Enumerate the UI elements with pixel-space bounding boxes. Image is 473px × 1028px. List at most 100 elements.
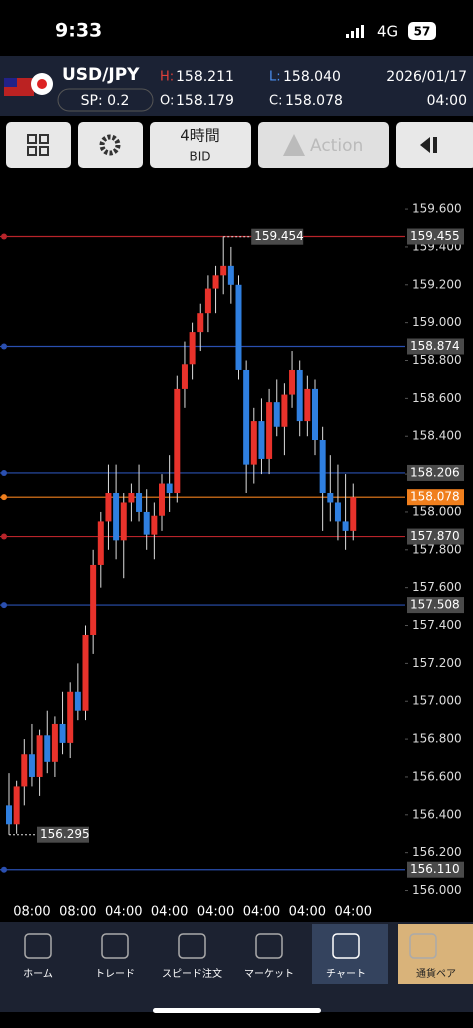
settings-button[interactable] bbox=[78, 122, 143, 168]
nav-icon bbox=[24, 933, 52, 959]
action-button[interactable] bbox=[258, 122, 389, 168]
battery-level: 57 bbox=[414, 25, 431, 39]
price-dot bbox=[1, 469, 7, 476]
candle-body bbox=[350, 497, 357, 531]
low-label: L: bbox=[269, 70, 281, 85]
sp-box bbox=[57, 88, 154, 112]
price-label: 158.078 bbox=[410, 490, 460, 504]
collapse-icon bbox=[420, 137, 437, 153]
nav-label[interactable]: ホーム bbox=[23, 968, 53, 980]
action-label: Action bbox=[310, 136, 363, 156]
candle-body bbox=[174, 388, 181, 494]
candle-body bbox=[181, 364, 188, 389]
price-dot bbox=[1, 233, 7, 240]
action-icon bbox=[283, 134, 305, 156]
x-tick-label: 04:00 bbox=[335, 905, 372, 920]
nav-icon bbox=[332, 933, 360, 959]
y-tick-label: 157.200 bbox=[412, 656, 462, 670]
x-tick-label: 08:00 bbox=[13, 905, 50, 920]
timeframe-button[interactable] bbox=[150, 122, 251, 168]
candle-body bbox=[21, 754, 28, 787]
nav-icon bbox=[409, 933, 437, 959]
price-dot bbox=[1, 866, 7, 873]
price-dot bbox=[1, 533, 7, 540]
spread: SP: 0.2 bbox=[81, 93, 130, 109]
open-label: O: bbox=[160, 94, 174, 109]
price-label: 158.874 bbox=[410, 339, 460, 353]
x-tick-label: 08:00 bbox=[59, 905, 96, 920]
x-tick-label: 04:00 bbox=[105, 905, 142, 920]
battery bbox=[408, 22, 436, 40]
candle-body bbox=[258, 421, 265, 459]
candle-body bbox=[67, 691, 74, 743]
candle-body bbox=[143, 511, 150, 535]
price-box bbox=[407, 338, 464, 355]
pair[interactable]: USD/JPY bbox=[62, 65, 140, 85]
bottom-nav bbox=[0, 922, 473, 1012]
network: 4G bbox=[377, 23, 398, 41]
y-tick-label: 156.000 bbox=[412, 883, 462, 897]
candle-body bbox=[36, 735, 43, 777]
x-tick-label: 04:00 bbox=[243, 905, 280, 920]
y-tick-label: 157.800 bbox=[412, 542, 462, 556]
nav-label[interactable]: スピード注文 bbox=[162, 967, 222, 980]
candle-body bbox=[59, 723, 66, 743]
nav-icon bbox=[101, 933, 129, 959]
y-tick-label: 159.200 bbox=[412, 277, 462, 291]
signal bbox=[346, 25, 364, 38]
y-tick-label: 158.600 bbox=[412, 391, 462, 405]
price-label: 156.110 bbox=[410, 862, 460, 876]
flag-icon bbox=[4, 73, 53, 96]
price-box bbox=[407, 228, 464, 245]
nav-label[interactable]: トレード bbox=[95, 969, 135, 980]
candle-body bbox=[44, 735, 51, 762]
y-tick-label: 156.600 bbox=[412, 769, 462, 783]
y-tick-label: 158.400 bbox=[412, 429, 462, 443]
candle-body bbox=[105, 493, 112, 522]
y-tick-label: 158.800 bbox=[412, 353, 462, 367]
x-tick-label: 04:00 bbox=[197, 905, 234, 920]
grid-icon bbox=[27, 134, 49, 156]
marker-label: 159.454 bbox=[254, 229, 304, 243]
candle-body bbox=[319, 440, 326, 494]
layout-button[interactable] bbox=[6, 122, 71, 168]
candle-body bbox=[151, 515, 158, 535]
candle-body bbox=[273, 402, 280, 427]
y-tick-label: 159.000 bbox=[412, 315, 462, 329]
candle-body bbox=[235, 284, 242, 370]
candle-body bbox=[342, 521, 349, 531]
price-box bbox=[407, 464, 464, 481]
high: 158.211 bbox=[176, 69, 234, 85]
marker-label: 156.295 bbox=[40, 827, 90, 841]
candle-body bbox=[296, 369, 303, 422]
candle-body bbox=[281, 394, 288, 427]
candle-body bbox=[227, 265, 234, 285]
y-tick-label: 156.800 bbox=[412, 732, 462, 746]
y-tick-label: 157.600 bbox=[412, 580, 462, 594]
candle-body bbox=[51, 723, 58, 762]
date: 2026/01/17 bbox=[386, 69, 467, 85]
candle-body bbox=[250, 421, 257, 465]
price-dot bbox=[1, 602, 7, 609]
x-tick-label: 04:00 bbox=[151, 905, 188, 920]
timeframe: 4時間 bbox=[180, 127, 220, 145]
y-tick-label: 159.600 bbox=[412, 202, 462, 216]
price-dot bbox=[1, 494, 7, 501]
candle-body bbox=[212, 275, 219, 289]
candle-body bbox=[220, 265, 227, 276]
nav-label[interactable]: 通貨ペア bbox=[416, 967, 456, 980]
price-box bbox=[407, 528, 464, 545]
nav-label[interactable]: チャート bbox=[326, 968, 366, 980]
candle-body bbox=[189, 332, 196, 365]
candle-body bbox=[159, 483, 165, 516]
candle-body bbox=[128, 493, 135, 503]
price-box bbox=[407, 597, 464, 614]
high-label: H: bbox=[160, 70, 174, 85]
candle-body bbox=[120, 502, 127, 541]
nav-label[interactable]: マーケット bbox=[244, 968, 294, 980]
close-label: C: bbox=[269, 94, 282, 109]
candle-body bbox=[136, 493, 143, 512]
candle-body bbox=[334, 502, 341, 522]
price-type: BID bbox=[189, 150, 210, 164]
